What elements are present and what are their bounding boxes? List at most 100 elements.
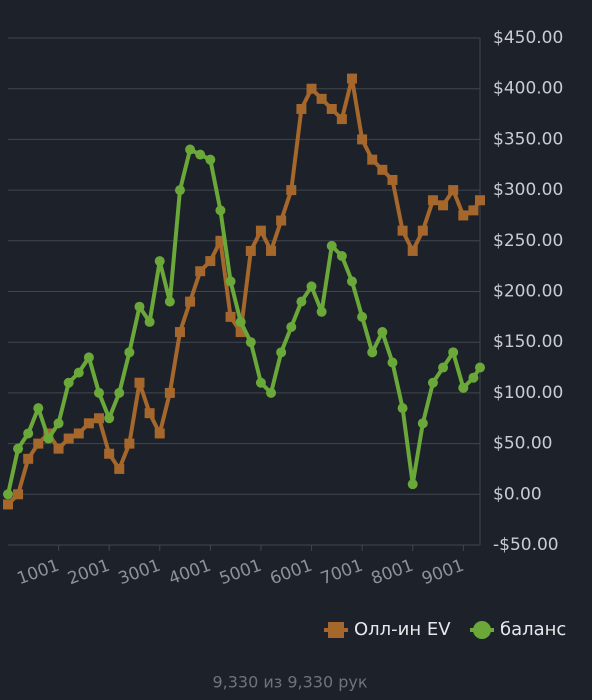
point bbox=[296, 296, 307, 307]
point bbox=[13, 443, 24, 454]
y-tick-label: -$50.00 bbox=[493, 535, 559, 555]
y-tick-label: $200.00 bbox=[493, 282, 563, 302]
point bbox=[174, 185, 185, 196]
x-tick-label: 2001 bbox=[65, 556, 112, 590]
legend-label: баланс bbox=[500, 619, 566, 640]
point bbox=[276, 347, 287, 358]
point bbox=[296, 103, 307, 114]
x-tick-label: 1001 bbox=[15, 556, 62, 590]
point bbox=[195, 149, 206, 160]
point bbox=[346, 276, 357, 287]
x-tick-label: 3001 bbox=[116, 556, 163, 590]
point bbox=[397, 225, 408, 236]
point bbox=[448, 185, 459, 196]
point bbox=[407, 245, 418, 256]
point bbox=[185, 296, 196, 307]
point bbox=[33, 438, 44, 449]
point bbox=[475, 195, 485, 206]
point bbox=[144, 316, 155, 327]
point bbox=[154, 428, 165, 439]
legend-marker bbox=[473, 621, 491, 639]
point bbox=[417, 225, 428, 236]
point bbox=[63, 377, 74, 388]
point bbox=[144, 408, 155, 419]
y-tick-label: $400.00 bbox=[493, 79, 563, 99]
point bbox=[245, 337, 256, 348]
point bbox=[336, 114, 347, 125]
point bbox=[13, 489, 24, 500]
point bbox=[346, 73, 357, 84]
point bbox=[73, 428, 84, 439]
point bbox=[326, 240, 337, 251]
y-tick-label: $450.00 bbox=[493, 28, 563, 48]
point bbox=[195, 266, 206, 277]
legend-label: Олл-ин EV bbox=[354, 619, 451, 640]
point bbox=[53, 443, 64, 454]
point bbox=[427, 195, 438, 206]
y-tick-label: $150.00 bbox=[493, 332, 563, 352]
point bbox=[63, 433, 74, 444]
y-tick-label: $350.00 bbox=[493, 129, 563, 149]
point bbox=[448, 347, 459, 358]
point bbox=[458, 210, 469, 221]
y-tick-label: $0.00 bbox=[493, 484, 542, 504]
point bbox=[114, 463, 125, 474]
point bbox=[306, 281, 317, 292]
point bbox=[215, 205, 226, 216]
point bbox=[336, 251, 347, 262]
x-tick-label: 7001 bbox=[318, 556, 365, 590]
point bbox=[286, 321, 297, 332]
point bbox=[417, 418, 428, 429]
point bbox=[255, 377, 266, 388]
point bbox=[357, 311, 368, 322]
point bbox=[235, 316, 246, 327]
point bbox=[104, 413, 115, 424]
y-tick-label: $50.00 bbox=[493, 434, 552, 454]
legend-marker bbox=[328, 622, 344, 638]
point bbox=[367, 154, 378, 165]
point bbox=[316, 306, 327, 317]
point bbox=[266, 387, 277, 398]
point bbox=[427, 377, 438, 388]
point bbox=[387, 357, 398, 368]
point bbox=[174, 327, 185, 338]
point bbox=[104, 448, 115, 459]
y-tick-label: $100.00 bbox=[493, 383, 563, 403]
point bbox=[397, 403, 408, 414]
x-tick-label: 9001 bbox=[419, 556, 466, 590]
point bbox=[225, 276, 236, 287]
point bbox=[407, 479, 418, 490]
point bbox=[33, 403, 44, 414]
point bbox=[124, 438, 135, 449]
point bbox=[438, 362, 449, 373]
point bbox=[255, 225, 266, 236]
x-tick-label: 4001 bbox=[166, 556, 213, 590]
point bbox=[458, 382, 469, 393]
point bbox=[475, 362, 485, 373]
point bbox=[94, 387, 105, 398]
footer: 9,330 из 9,330 рук bbox=[212, 673, 367, 692]
x-tick-label: 5001 bbox=[217, 556, 264, 590]
point bbox=[387, 174, 398, 185]
point bbox=[154, 256, 165, 267]
point bbox=[134, 301, 145, 312]
point bbox=[468, 205, 479, 216]
point bbox=[377, 327, 388, 338]
point bbox=[94, 413, 105, 424]
y-tick-label: $250.00 bbox=[493, 231, 563, 251]
point bbox=[53, 418, 64, 429]
point bbox=[438, 200, 449, 211]
point bbox=[83, 352, 94, 363]
point bbox=[83, 418, 94, 429]
point bbox=[124, 347, 135, 358]
point bbox=[185, 144, 196, 155]
point bbox=[43, 433, 54, 444]
point bbox=[306, 83, 317, 94]
point bbox=[245, 245, 256, 256]
point bbox=[235, 327, 246, 338]
point bbox=[377, 164, 388, 175]
point bbox=[286, 185, 297, 196]
point bbox=[134, 377, 145, 388]
